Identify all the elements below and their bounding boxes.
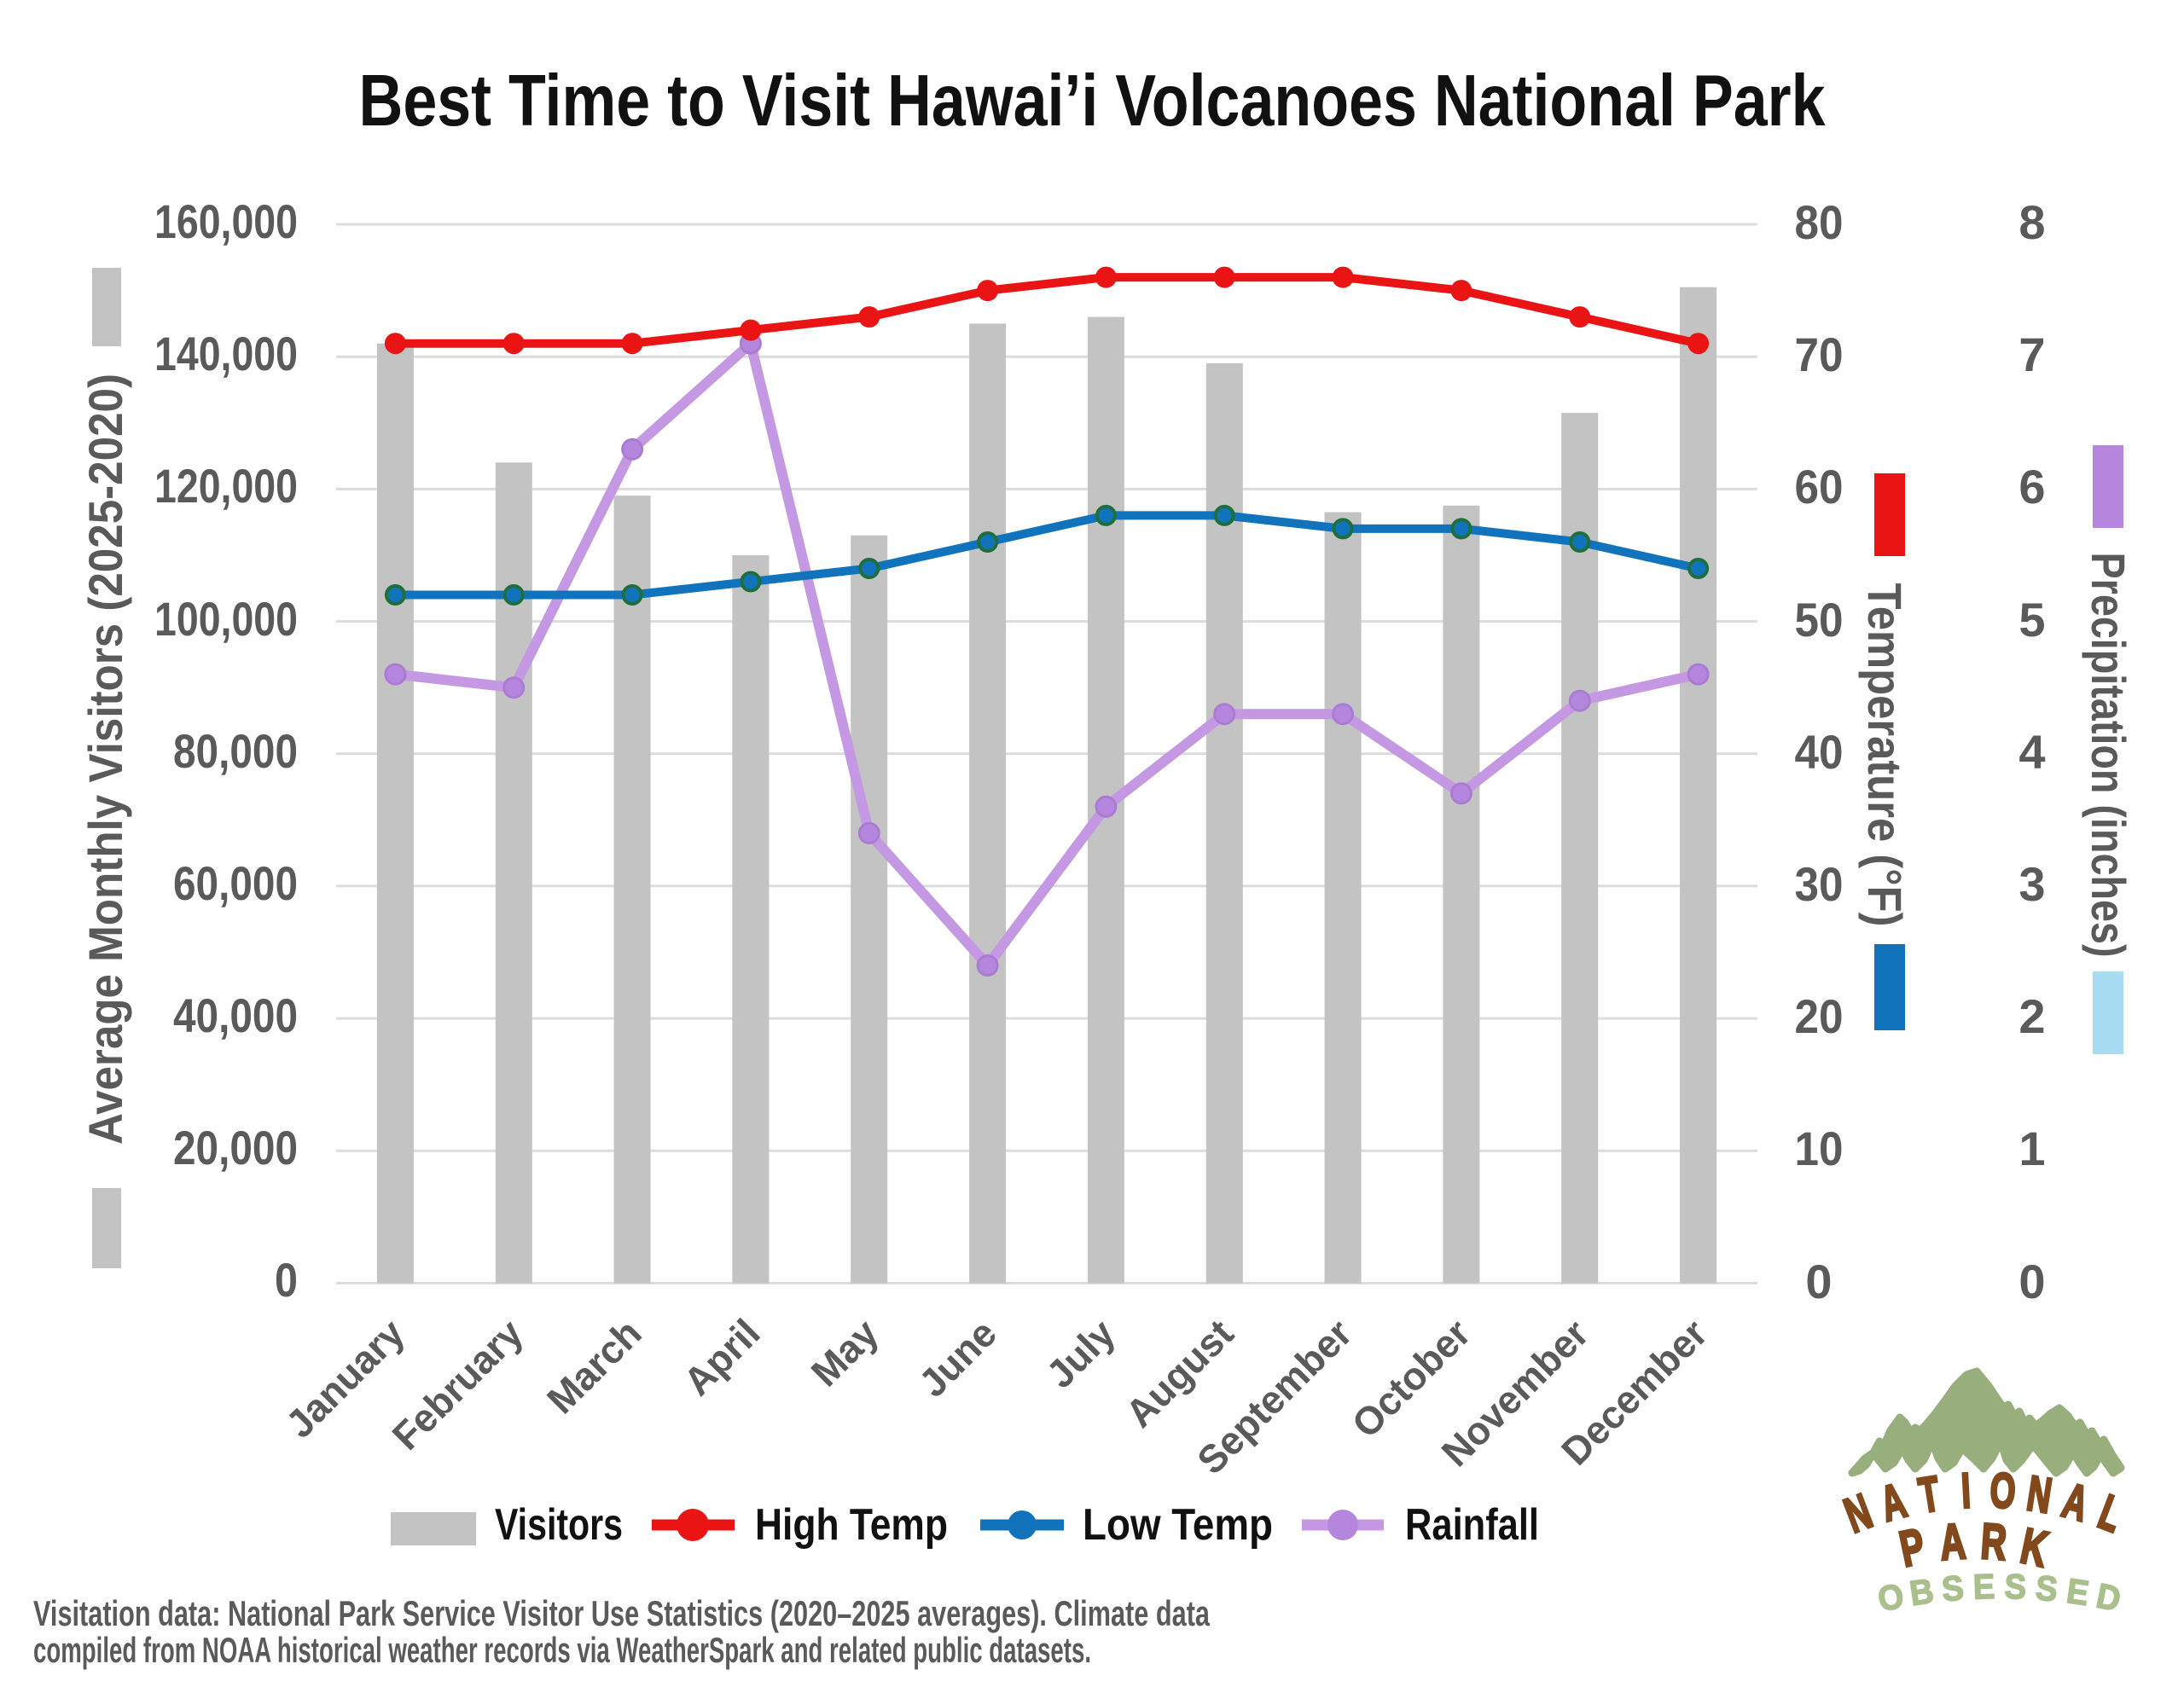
svg-text:70: 70 [1795, 328, 1844, 381]
svg-text:80: 80 [1795, 195, 1844, 249]
svg-text:80,000: 80,000 [173, 724, 298, 778]
svg-text:Rainfall: Rainfall [1405, 1500, 1539, 1550]
svg-text:160,000: 160,000 [154, 194, 298, 248]
svg-text:4: 4 [2018, 725, 2045, 779]
svg-text:1: 1 [2018, 1122, 2045, 1175]
svg-text:0: 0 [1805, 1255, 1832, 1308]
svg-text:I: I [1960, 1464, 1972, 1519]
svg-text:10: 10 [1795, 1122, 1844, 1175]
svg-text:Low Temp: Low Temp [1083, 1500, 1273, 1550]
svg-text:compiled from NOAA historical: compiled from NOAA historical weather re… [33, 1630, 1091, 1670]
svg-text:S: S [2034, 1568, 2059, 1609]
svg-text:7: 7 [2018, 328, 2045, 381]
svg-text:Temperature (°F): Temperature (°F) [1858, 583, 1912, 927]
svg-text:8: 8 [2018, 195, 2045, 249]
svg-text:High Temp: High Temp [755, 1500, 948, 1550]
svg-text:40,000: 40,000 [173, 988, 298, 1042]
svg-text:100,000: 100,000 [154, 592, 298, 646]
svg-text:40: 40 [1795, 725, 1844, 779]
svg-text:2: 2 [2018, 989, 2045, 1043]
svg-text:A: A [1938, 1513, 1967, 1571]
svg-text:5: 5 [2018, 593, 2045, 646]
svg-text:O: O [1989, 1464, 2017, 1519]
svg-text:60,000: 60,000 [173, 856, 298, 910]
svg-text:20: 20 [1795, 989, 1844, 1043]
svg-text:3: 3 [2018, 857, 2045, 911]
svg-text:20,000: 20,000 [173, 1121, 298, 1174]
svg-text:140,000: 140,000 [154, 327, 298, 380]
svg-text:Average Monthly Visitors (2025: Average Monthly Visitors (2025-2020) [78, 374, 132, 1145]
svg-text:0: 0 [2018, 1255, 2045, 1308]
svg-text:30: 30 [1795, 857, 1844, 911]
svg-text:S: S [2004, 1568, 2027, 1607]
svg-text:Visitors: Visitors [495, 1500, 623, 1550]
svg-text:60: 60 [1795, 460, 1844, 513]
svg-text:Best Time to Visit Hawai’i Vol: Best Time to Visit Hawai’i Volcanoes Nat… [359, 61, 1827, 142]
svg-text:120,000: 120,000 [154, 459, 298, 513]
svg-text:S: S [1940, 1568, 1965, 1609]
svg-text:50: 50 [1795, 593, 1844, 646]
svg-text:Precipitation (inches): Precipitation (inches) [2082, 553, 2135, 958]
svg-text:E: E [1972, 1568, 1995, 1607]
svg-text:R: R [1979, 1513, 2008, 1571]
svg-text:Visitation data: National Park: Visitation data: National Park Service V… [33, 1593, 1210, 1633]
svg-text:6: 6 [2018, 460, 2045, 513]
svg-text:0: 0 [275, 1253, 298, 1307]
